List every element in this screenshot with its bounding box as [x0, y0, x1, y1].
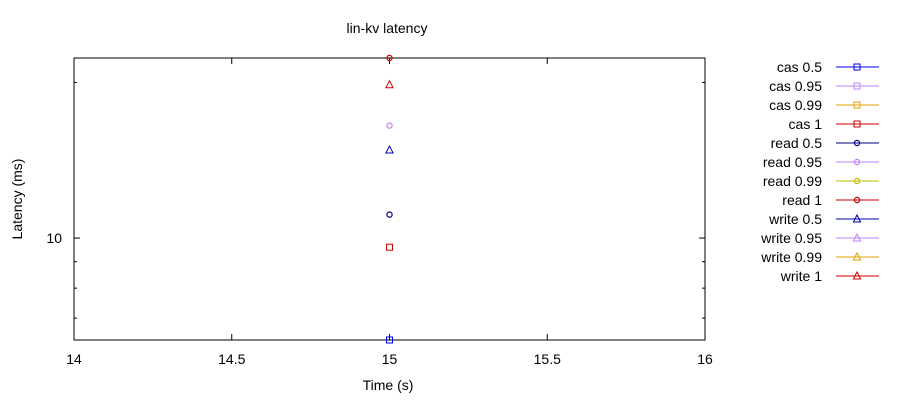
x-tick-label: 14.5: [218, 351, 245, 367]
y-axis-label: Latency (ms): [9, 159, 25, 240]
data-point: [385, 144, 394, 154]
y-axis: 10: [46, 81, 705, 319]
legend-item: cas 0.95: [769, 78, 879, 94]
legend-marker: [853, 82, 861, 90]
x-axis-label: Time (s): [363, 377, 414, 393]
legend-item: read 0.95: [763, 154, 879, 170]
legend-label: cas 0.95: [769, 78, 822, 94]
legend-label: cas 0.99: [769, 97, 822, 113]
data-point: [386, 211, 393, 218]
x-tick-label: 16: [697, 351, 713, 367]
legend-item: write 1: [780, 268, 879, 284]
legend-marker: [853, 139, 861, 147]
legend-marker: [852, 213, 862, 223]
legend-item: write 0.95: [760, 230, 879, 246]
legend-item: read 0.99: [763, 173, 879, 189]
data-point: [386, 54, 393, 62]
x-tick-label: 15: [382, 351, 398, 367]
legend-label: write 0.99: [760, 249, 822, 265]
legend-marker: [853, 63, 861, 71]
legend-marker: [852, 232, 862, 242]
legend-item: write 0.99: [760, 249, 879, 265]
legend-label: write 1: [780, 268, 822, 284]
legend-marker: [853, 101, 861, 109]
legend-label: read 0.99: [763, 173, 822, 189]
data-point: [385, 79, 394, 89]
legend-marker: [853, 196, 861, 204]
legend-item: read 1: [782, 192, 879, 208]
data-point: [386, 122, 393, 129]
legend-item: read 0.5: [771, 135, 879, 151]
legend-label: read 0.95: [763, 154, 822, 170]
legend-label: cas 1: [789, 116, 823, 132]
data-point: [386, 336, 393, 344]
data-points: [385, 54, 394, 344]
legend-item: cas 1: [789, 116, 879, 132]
legend-item: cas 0.99: [769, 97, 879, 113]
legend-marker: [853, 158, 861, 166]
legend: cas 0.5 cas 0.95 cas 0.99 cas 1 read 0.5 read…: [760, 59, 879, 284]
legend-marker: [852, 251, 862, 261]
x-tick-label: 14: [66, 351, 82, 367]
legend-item: write 0.5: [768, 211, 879, 227]
chart-title: lin-kv latency: [347, 20, 428, 36]
data-point: [386, 243, 393, 251]
legend-label: write 0.5: [768, 211, 822, 227]
legend-marker: [853, 120, 861, 128]
legend-marker: [852, 270, 862, 280]
legend-label: cas 0.5: [777, 59, 822, 75]
legend-label: write 0.95: [760, 230, 822, 246]
y-tick-label: 10: [46, 230, 62, 246]
plot-area: [73, 57, 706, 341]
legend-label: read 1: [782, 192, 822, 208]
legend-marker: [853, 177, 861, 185]
legend-item: cas 0.5: [777, 59, 879, 75]
x-tick-label: 15.5: [534, 351, 561, 367]
legend-label: read 0.5: [771, 135, 823, 151]
x-axis: 14 14.5 15 15.5 16: [66, 58, 713, 367]
